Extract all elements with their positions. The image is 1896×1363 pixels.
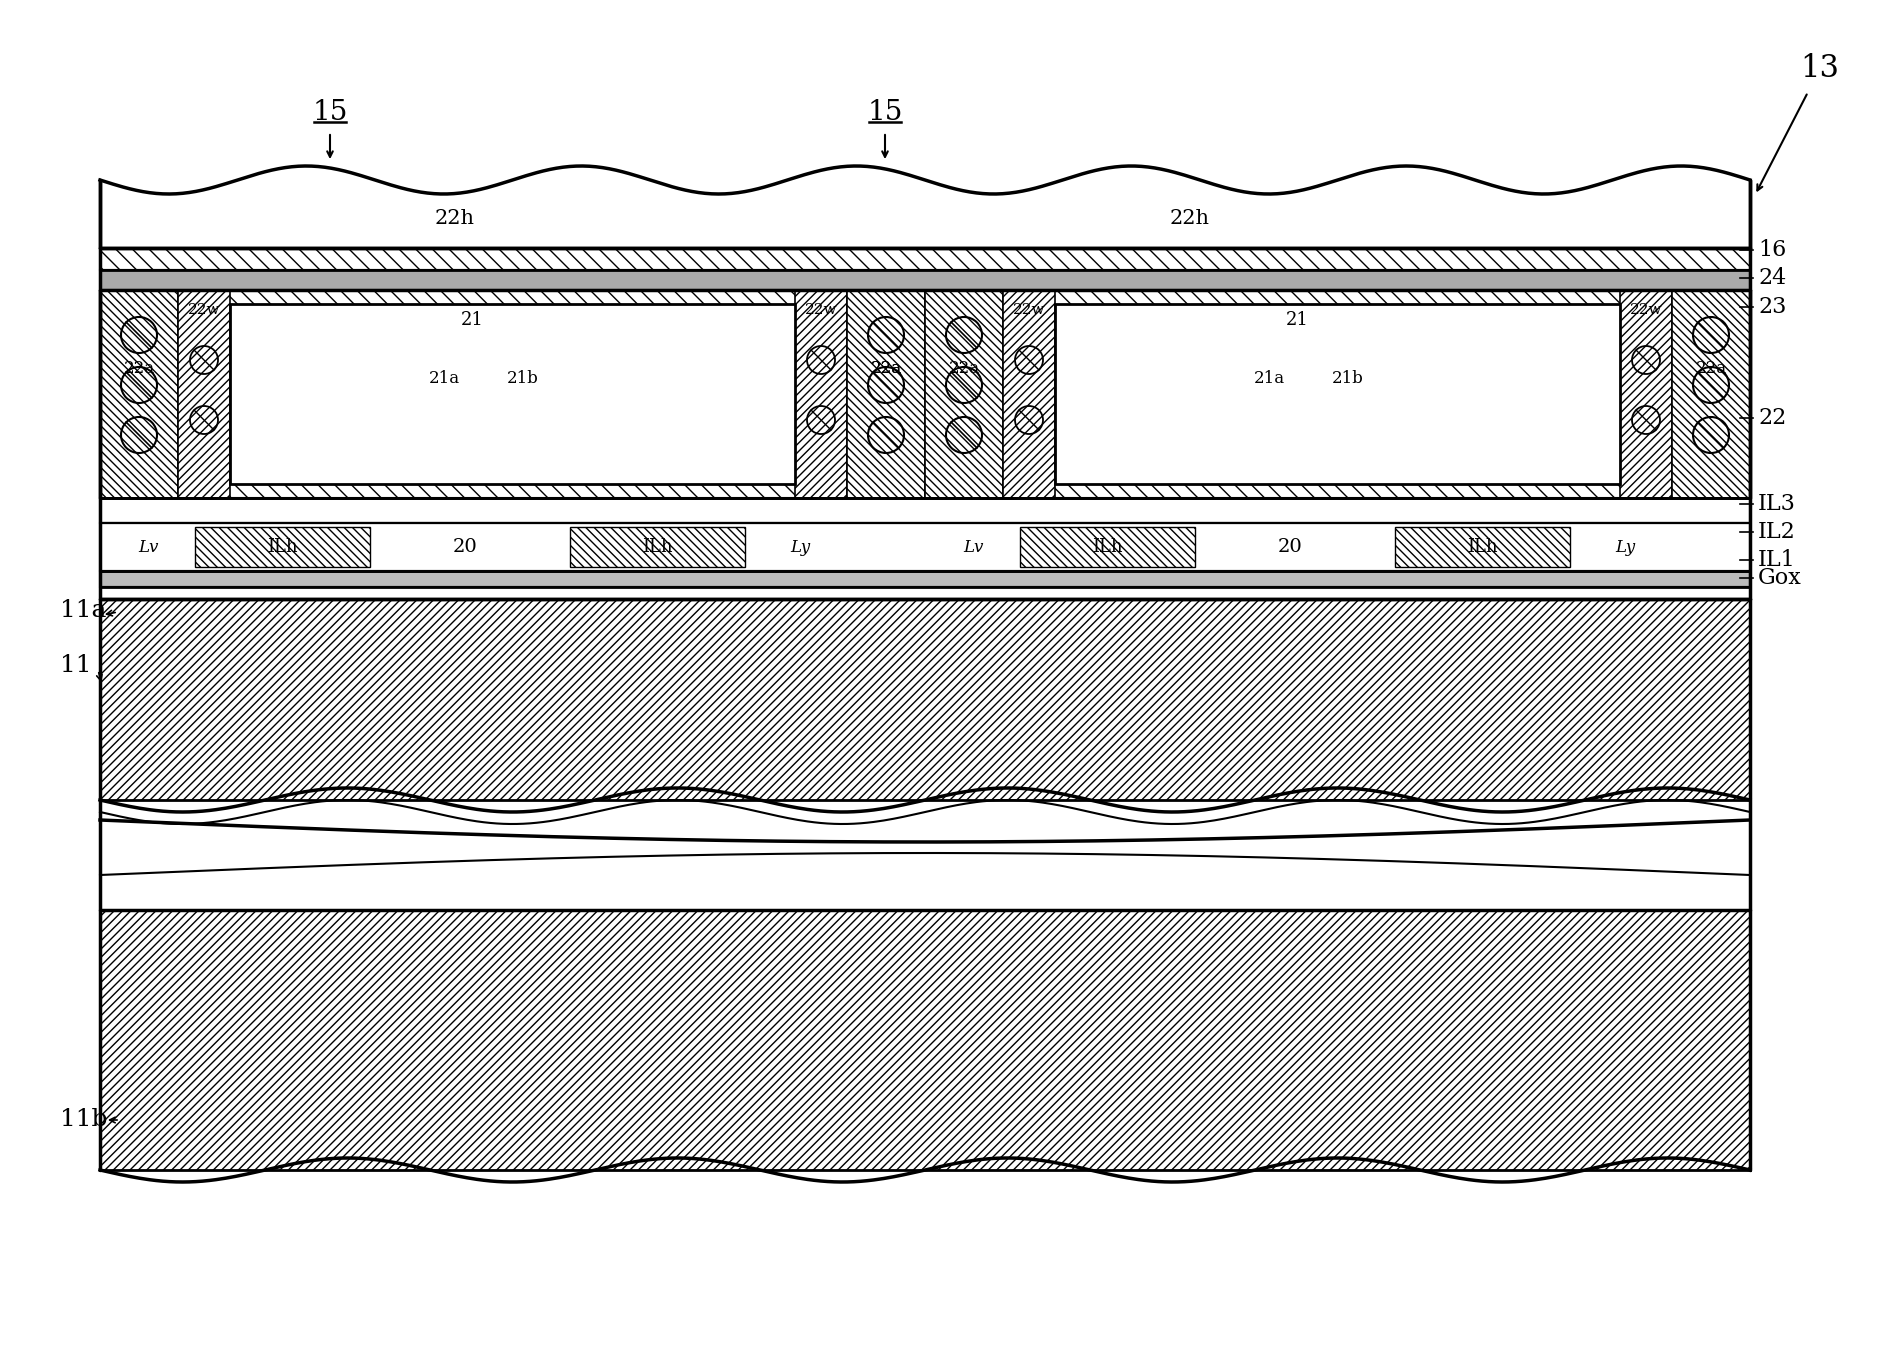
Text: 11b: 11b bbox=[61, 1108, 108, 1131]
Text: IL1: IL1 bbox=[1758, 549, 1796, 571]
Text: 21a: 21a bbox=[1253, 369, 1285, 387]
Polygon shape bbox=[848, 290, 925, 497]
Polygon shape bbox=[794, 290, 848, 497]
Text: 16: 16 bbox=[1758, 239, 1786, 260]
Polygon shape bbox=[100, 248, 1750, 270]
Text: 24: 24 bbox=[1758, 267, 1786, 289]
Text: 21: 21 bbox=[461, 311, 483, 328]
Polygon shape bbox=[571, 527, 745, 567]
Text: 22h: 22h bbox=[434, 209, 476, 228]
Text: 22a: 22a bbox=[870, 360, 902, 376]
Text: 20: 20 bbox=[1278, 538, 1303, 556]
Polygon shape bbox=[100, 571, 1750, 587]
Polygon shape bbox=[1003, 290, 1054, 497]
Text: 22a: 22a bbox=[1695, 360, 1727, 376]
Text: Lv: Lv bbox=[138, 538, 157, 556]
Polygon shape bbox=[100, 523, 1750, 571]
Text: 22w: 22w bbox=[188, 303, 220, 318]
Text: 11: 11 bbox=[61, 653, 91, 676]
Polygon shape bbox=[100, 270, 1750, 290]
Polygon shape bbox=[1619, 290, 1672, 497]
Text: 13: 13 bbox=[1799, 53, 1839, 83]
Text: Gox: Gox bbox=[1758, 567, 1801, 589]
Text: 21b: 21b bbox=[1331, 369, 1363, 387]
Polygon shape bbox=[178, 290, 229, 497]
Polygon shape bbox=[100, 910, 1750, 1169]
Text: 22a: 22a bbox=[123, 360, 155, 376]
Text: 15: 15 bbox=[866, 98, 902, 125]
Text: 21a: 21a bbox=[428, 369, 461, 387]
Text: 22w: 22w bbox=[804, 303, 838, 318]
Text: 20: 20 bbox=[453, 538, 478, 556]
Text: 22: 22 bbox=[1758, 408, 1786, 429]
Text: ILh: ILh bbox=[1468, 538, 1498, 556]
Polygon shape bbox=[100, 290, 1750, 497]
Text: Lv: Lv bbox=[963, 538, 984, 556]
Text: 22a: 22a bbox=[948, 360, 980, 376]
Text: ILh: ILh bbox=[641, 538, 673, 556]
Polygon shape bbox=[100, 164, 1750, 248]
Polygon shape bbox=[229, 304, 794, 484]
Polygon shape bbox=[195, 527, 370, 567]
Text: Ly: Ly bbox=[791, 538, 810, 556]
Text: 15: 15 bbox=[313, 98, 347, 125]
Text: 11a: 11a bbox=[61, 598, 106, 622]
Polygon shape bbox=[100, 497, 1750, 523]
Text: 22w: 22w bbox=[1631, 303, 1663, 318]
Polygon shape bbox=[100, 290, 178, 497]
Text: 21b: 21b bbox=[506, 369, 538, 387]
Text: IL2: IL2 bbox=[1758, 521, 1796, 542]
Polygon shape bbox=[1395, 527, 1570, 567]
Polygon shape bbox=[1054, 304, 1619, 484]
Polygon shape bbox=[1672, 290, 1750, 497]
Text: Ly: Ly bbox=[1615, 538, 1634, 556]
Polygon shape bbox=[100, 598, 1750, 800]
Text: IL3: IL3 bbox=[1758, 493, 1796, 515]
Text: 22w: 22w bbox=[1012, 303, 1045, 318]
Text: 21: 21 bbox=[1285, 311, 1308, 328]
Polygon shape bbox=[925, 290, 1003, 497]
Polygon shape bbox=[100, 587, 1750, 598]
Polygon shape bbox=[1020, 527, 1194, 567]
Text: 22a: 22a bbox=[870, 360, 902, 376]
Text: ILh: ILh bbox=[267, 538, 298, 556]
Text: ILh: ILh bbox=[1092, 538, 1122, 556]
Text: 23: 23 bbox=[1758, 296, 1786, 318]
Text: 22h: 22h bbox=[1170, 209, 1210, 228]
